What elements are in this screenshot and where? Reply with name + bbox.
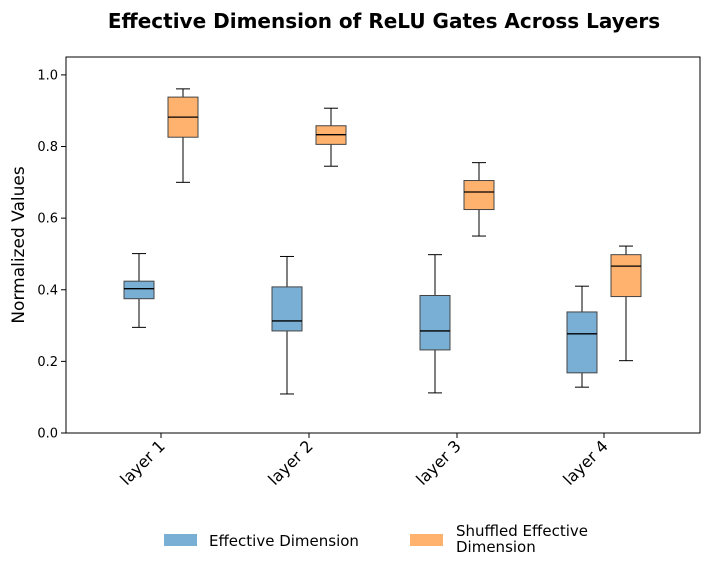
box-effective-layer-2	[271, 255, 303, 395]
iqr-box	[566, 311, 598, 374]
box-effective-layer-4	[566, 285, 598, 388]
legend-swatch	[410, 534, 443, 546]
box-effective-layer-1	[123, 253, 155, 328]
iqr-box	[610, 254, 642, 298]
y-tick-label: 1.0	[37, 68, 58, 83]
box-effective-layer-3	[419, 254, 451, 394]
box-shuffled-layer-4	[610, 245, 642, 362]
x-tick-label: layer 1	[116, 436, 169, 489]
legend-label: Effective Dimension	[209, 532, 359, 550]
iqr-box	[123, 280, 155, 300]
y-tick-label: 0.4	[37, 283, 58, 298]
y-tick-label: 0.0	[37, 427, 58, 442]
plot-frame	[65, 56, 701, 434]
legend: Effective Dimension Shuffled EffectiveDim…	[164, 522, 588, 556]
x-tick-label: layer 4	[559, 436, 612, 489]
x-tick-label: layer 2	[264, 436, 317, 489]
plot-area: 0.0 0.2 0.4 0.6 0.8 1.0 layer 1 layer 2 layer 3 l…	[37, 56, 701, 489]
y-axis-label: Normalized Values	[9, 166, 29, 323]
chart-title: Effective Dimension of ReLU Gates Across…	[108, 9, 660, 33]
box-shuffled-layer-1	[167, 88, 199, 183]
x-tick-label: layer 3	[412, 436, 465, 489]
legend-swatch	[164, 534, 197, 546]
iqr-box	[419, 294, 451, 351]
iqr-box	[271, 286, 303, 332]
y-tick-label: 0.2	[37, 355, 58, 370]
y-tick-label: 0.6	[37, 212, 58, 227]
legend-label: Shuffled Effective	[456, 522, 588, 540]
legend-label: Dimension	[456, 538, 536, 556]
box-shuffled-layer-2	[315, 107, 347, 167]
iqr-box	[463, 180, 495, 211]
box-shuffled-layer-3	[463, 162, 495, 237]
y-tick-label: 0.8	[37, 140, 58, 155]
